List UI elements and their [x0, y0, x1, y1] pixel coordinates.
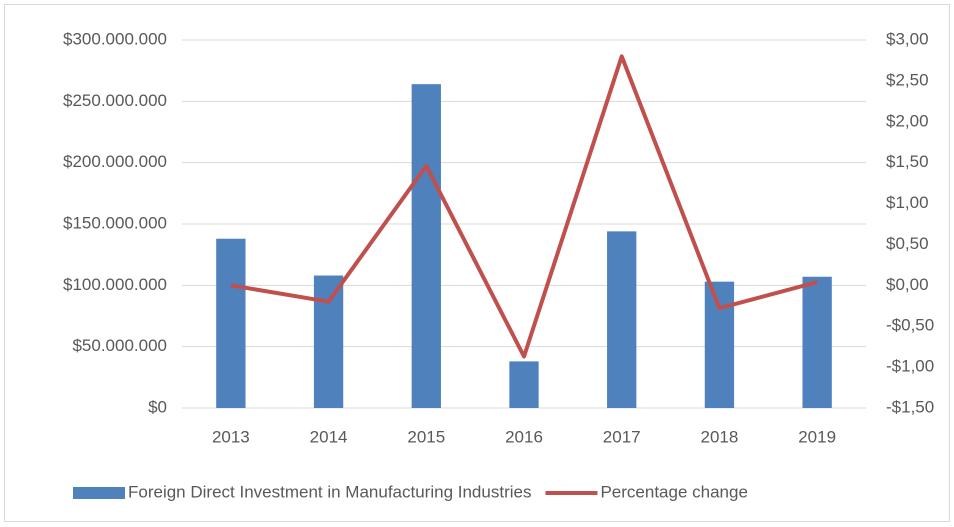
y-tick-label: $0 — [148, 397, 167, 416]
bar — [313, 275, 344, 408]
x-tick-label: 2013 — [212, 427, 250, 446]
y2-tick-label: -$0,50 — [886, 316, 934, 335]
y2-tick-label: -$1,00 — [886, 357, 934, 376]
y2-tick-label: $2,50 — [886, 70, 929, 89]
x-tick-label: 2014 — [310, 427, 348, 446]
legend-swatch — [73, 487, 125, 499]
y2-tick-label: $0,50 — [886, 234, 929, 253]
y2-tick-label: $1,00 — [886, 193, 929, 212]
x-tick-label: 2018 — [701, 427, 739, 446]
bar — [802, 276, 832, 408]
y-tick-label: $250.000.000 — [63, 91, 167, 110]
x-tick-label: 2017 — [603, 427, 641, 446]
y-tick-label: $150.000.000 — [63, 213, 167, 232]
y2-tick-label: $1,50 — [886, 152, 929, 171]
bar — [704, 281, 735, 408]
bar — [509, 361, 539, 408]
x-tick-label: 2015 — [407, 427, 445, 446]
y2-tick-label: -$1,50 — [886, 397, 934, 416]
y2-tick-label: $3,00 — [886, 29, 929, 48]
x-tick-label: 2019 — [798, 427, 836, 446]
bar — [607, 231, 637, 408]
legend-label: Percentage change — [600, 482, 747, 501]
bar — [216, 238, 246, 408]
y-tick-label: $200.000.000 — [63, 152, 167, 171]
line — [230, 54, 818, 359]
x-tick-label: 2016 — [505, 427, 543, 446]
y2-tick-label: $0,00 — [886, 275, 929, 294]
y-tick-label: $300.000.000 — [63, 29, 167, 48]
bar — [411, 84, 441, 408]
y2-tick-label: $2,00 — [886, 111, 929, 130]
y-tick-label: $50.000.000 — [72, 336, 167, 355]
y-tick-label: $100.000.000 — [63, 275, 167, 294]
legend-label: Foreign Direct Investment in Manufacturi… — [128, 482, 531, 501]
